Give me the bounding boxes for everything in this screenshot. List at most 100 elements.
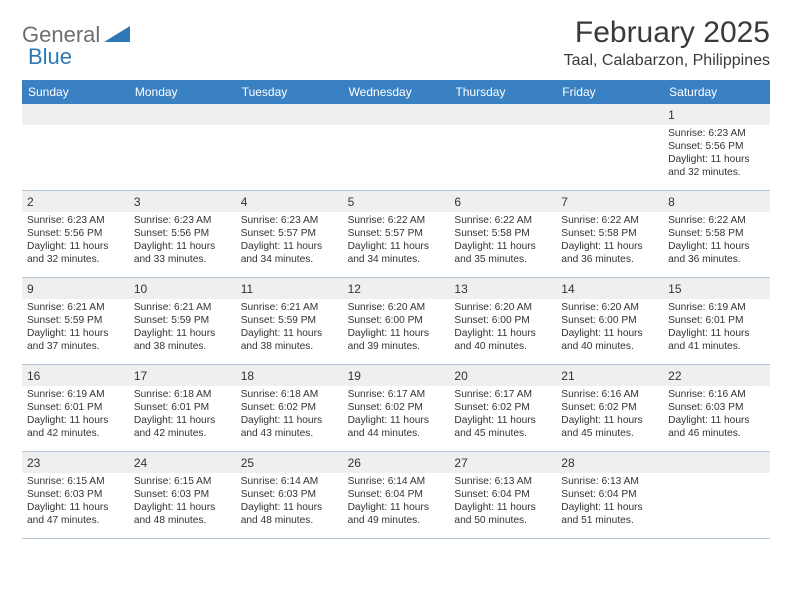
daylight-text: Daylight: 11 hours and 34 minutes. <box>348 240 445 266</box>
sunset-text: Sunset: 6:03 PM <box>27 488 124 501</box>
sunrise-text: Sunrise: 6:23 AM <box>134 214 231 227</box>
brand-part2-wrap: Blue <box>28 44 72 70</box>
day-number <box>561 108 564 122</box>
title-block: February 2025 Taal, Calabarzon, Philippi… <box>564 16 770 70</box>
day-number: 16 <box>27 369 40 383</box>
day-number <box>27 108 30 122</box>
dow-friday: Friday <box>556 80 663 104</box>
weeks-container: 1Sunrise: 6:23 AMSunset: 5:56 PMDaylight… <box>22 104 770 539</box>
day-cell: 26Sunrise: 6:14 AMSunset: 6:04 PMDayligh… <box>343 452 450 538</box>
day-info: Sunrise: 6:15 AMSunset: 6:03 PMDaylight:… <box>27 475 124 527</box>
day-cell: 10Sunrise: 6:21 AMSunset: 5:59 PMDayligh… <box>129 278 236 364</box>
day-number: 3 <box>134 195 141 209</box>
sunset-text: Sunset: 6:00 PM <box>561 314 658 327</box>
sunrise-text: Sunrise: 6:20 AM <box>348 301 445 314</box>
daynum-bar: 3 <box>129 191 236 212</box>
day-cell: 1Sunrise: 6:23 AMSunset: 5:56 PMDaylight… <box>663 104 770 190</box>
sunrise-text: Sunrise: 6:15 AM <box>134 475 231 488</box>
location-text: Taal, Calabarzon, Philippines <box>564 52 770 70</box>
daylight-text: Daylight: 11 hours and 45 minutes. <box>561 414 658 440</box>
daynum-bar: 2 <box>22 191 129 212</box>
sunrise-text: Sunrise: 6:22 AM <box>348 214 445 227</box>
day-number: 5 <box>348 195 355 209</box>
day-info: Sunrise: 6:23 AMSunset: 5:56 PMDaylight:… <box>134 214 231 266</box>
day-info: Sunrise: 6:18 AMSunset: 6:02 PMDaylight:… <box>241 388 338 440</box>
daynum-bar: 20 <box>449 365 556 386</box>
day-cell: 6Sunrise: 6:22 AMSunset: 5:58 PMDaylight… <box>449 191 556 277</box>
daynum-bar <box>663 452 770 473</box>
week-row: 1Sunrise: 6:23 AMSunset: 5:56 PMDaylight… <box>22 104 770 191</box>
day-info: Sunrise: 6:22 AMSunset: 5:58 PMDaylight:… <box>561 214 658 266</box>
day-info: Sunrise: 6:21 AMSunset: 5:59 PMDaylight:… <box>241 301 338 353</box>
sunset-text: Sunset: 5:59 PM <box>134 314 231 327</box>
daylight-text: Daylight: 11 hours and 49 minutes. <box>348 501 445 527</box>
daynum-bar: 12 <box>343 278 450 299</box>
daylight-text: Daylight: 11 hours and 36 minutes. <box>561 240 658 266</box>
daynum-bar: 24 <box>129 452 236 473</box>
day-info: Sunrise: 6:22 AMSunset: 5:58 PMDaylight:… <box>454 214 551 266</box>
sunset-text: Sunset: 6:00 PM <box>454 314 551 327</box>
sunset-text: Sunset: 6:01 PM <box>27 401 124 414</box>
day-cell: 4Sunrise: 6:23 AMSunset: 5:57 PMDaylight… <box>236 191 343 277</box>
daynum-bar: 14 <box>556 278 663 299</box>
daynum-bar: 10 <box>129 278 236 299</box>
daynum-bar: 16 <box>22 365 129 386</box>
sunrise-text: Sunrise: 6:13 AM <box>454 475 551 488</box>
day-number: 26 <box>348 456 361 470</box>
sunrise-text: Sunrise: 6:20 AM <box>561 301 658 314</box>
sunrise-text: Sunrise: 6:17 AM <box>348 388 445 401</box>
day-number: 27 <box>454 456 467 470</box>
day-cell: 8 Sunrise: 6:22 AMSunset: 5:58 PMDaylight… <box>663 191 770 277</box>
daynum-bar: 6 <box>449 191 556 212</box>
day-number: 22 <box>668 369 681 383</box>
day-number <box>348 108 351 122</box>
day-number: 19 <box>348 369 361 383</box>
day-number: 24 <box>134 456 147 470</box>
sunset-text: Sunset: 6:04 PM <box>561 488 658 501</box>
dow-wednesday: Wednesday <box>343 80 450 104</box>
day-cell <box>663 452 770 538</box>
day-info: Sunrise: 6:16 AMSunset: 6:03 PMDaylight:… <box>668 388 765 440</box>
daylight-text: Daylight: 11 hours and 41 minutes. <box>668 327 765 353</box>
day-number <box>241 108 244 122</box>
day-info: Sunrise: 6:21 AMSunset: 5:59 PMDaylight:… <box>27 301 124 353</box>
daylight-text: Daylight: 11 hours and 42 minutes. <box>134 414 231 440</box>
sunset-text: Sunset: 5:59 PM <box>27 314 124 327</box>
day-cell: 13Sunrise: 6:20 AMSunset: 6:00 PMDayligh… <box>449 278 556 364</box>
day-number: 21 <box>561 369 574 383</box>
day-cell: 2Sunrise: 6:23 AMSunset: 5:56 PMDaylight… <box>22 191 129 277</box>
daynum-bar: 15 <box>663 278 770 299</box>
week-row: 2Sunrise: 6:23 AMSunset: 5:56 PMDaylight… <box>22 191 770 278</box>
sunrise-text: Sunrise: 6:16 AM <box>561 388 658 401</box>
sunset-text: Sunset: 5:56 PM <box>27 227 124 240</box>
day-number: 10 <box>134 282 147 296</box>
day-number: 23 <box>27 456 40 470</box>
sunrise-text: Sunrise: 6:23 AM <box>241 214 338 227</box>
sunset-text: Sunset: 5:56 PM <box>134 227 231 240</box>
sunset-text: Sunset: 5:56 PM <box>668 140 765 153</box>
day-number: 8 <box>668 195 675 209</box>
daylight-text: Daylight: 11 hours and 43 minutes. <box>241 414 338 440</box>
sunrise-text: Sunrise: 6:15 AM <box>27 475 124 488</box>
daynum-bar: 17 <box>129 365 236 386</box>
day-info: Sunrise: 6:20 AMSunset: 6:00 PMDaylight:… <box>454 301 551 353</box>
day-number: 7 <box>561 195 568 209</box>
daynum-bar: 13 <box>449 278 556 299</box>
daynum-bar: 26 <box>343 452 450 473</box>
month-title: February 2025 <box>564 16 770 50</box>
day-info: Sunrise: 6:22 AMSunset: 5:58 PMDaylight:… <box>668 214 765 266</box>
day-number <box>134 108 137 122</box>
day-cell: 18Sunrise: 6:18 AMSunset: 6:02 PMDayligh… <box>236 365 343 451</box>
daynum-bar: 5 <box>343 191 450 212</box>
day-info: Sunrise: 6:17 AMSunset: 6:02 PMDaylight:… <box>454 388 551 440</box>
dow-monday: Monday <box>129 80 236 104</box>
day-info: Sunrise: 6:14 AMSunset: 6:03 PMDaylight:… <box>241 475 338 527</box>
header: General February 2025 Taal, Calabarzon, … <box>22 16 770 70</box>
daynum-bar: 27 <box>449 452 556 473</box>
daylight-text: Daylight: 11 hours and 37 minutes. <box>27 327 124 353</box>
daynum-bar <box>343 104 450 125</box>
day-cell: 16Sunrise: 6:19 AMSunset: 6:01 PMDayligh… <box>22 365 129 451</box>
day-cell <box>343 104 450 190</box>
day-number <box>668 456 671 470</box>
daynum-bar: 7 <box>556 191 663 212</box>
